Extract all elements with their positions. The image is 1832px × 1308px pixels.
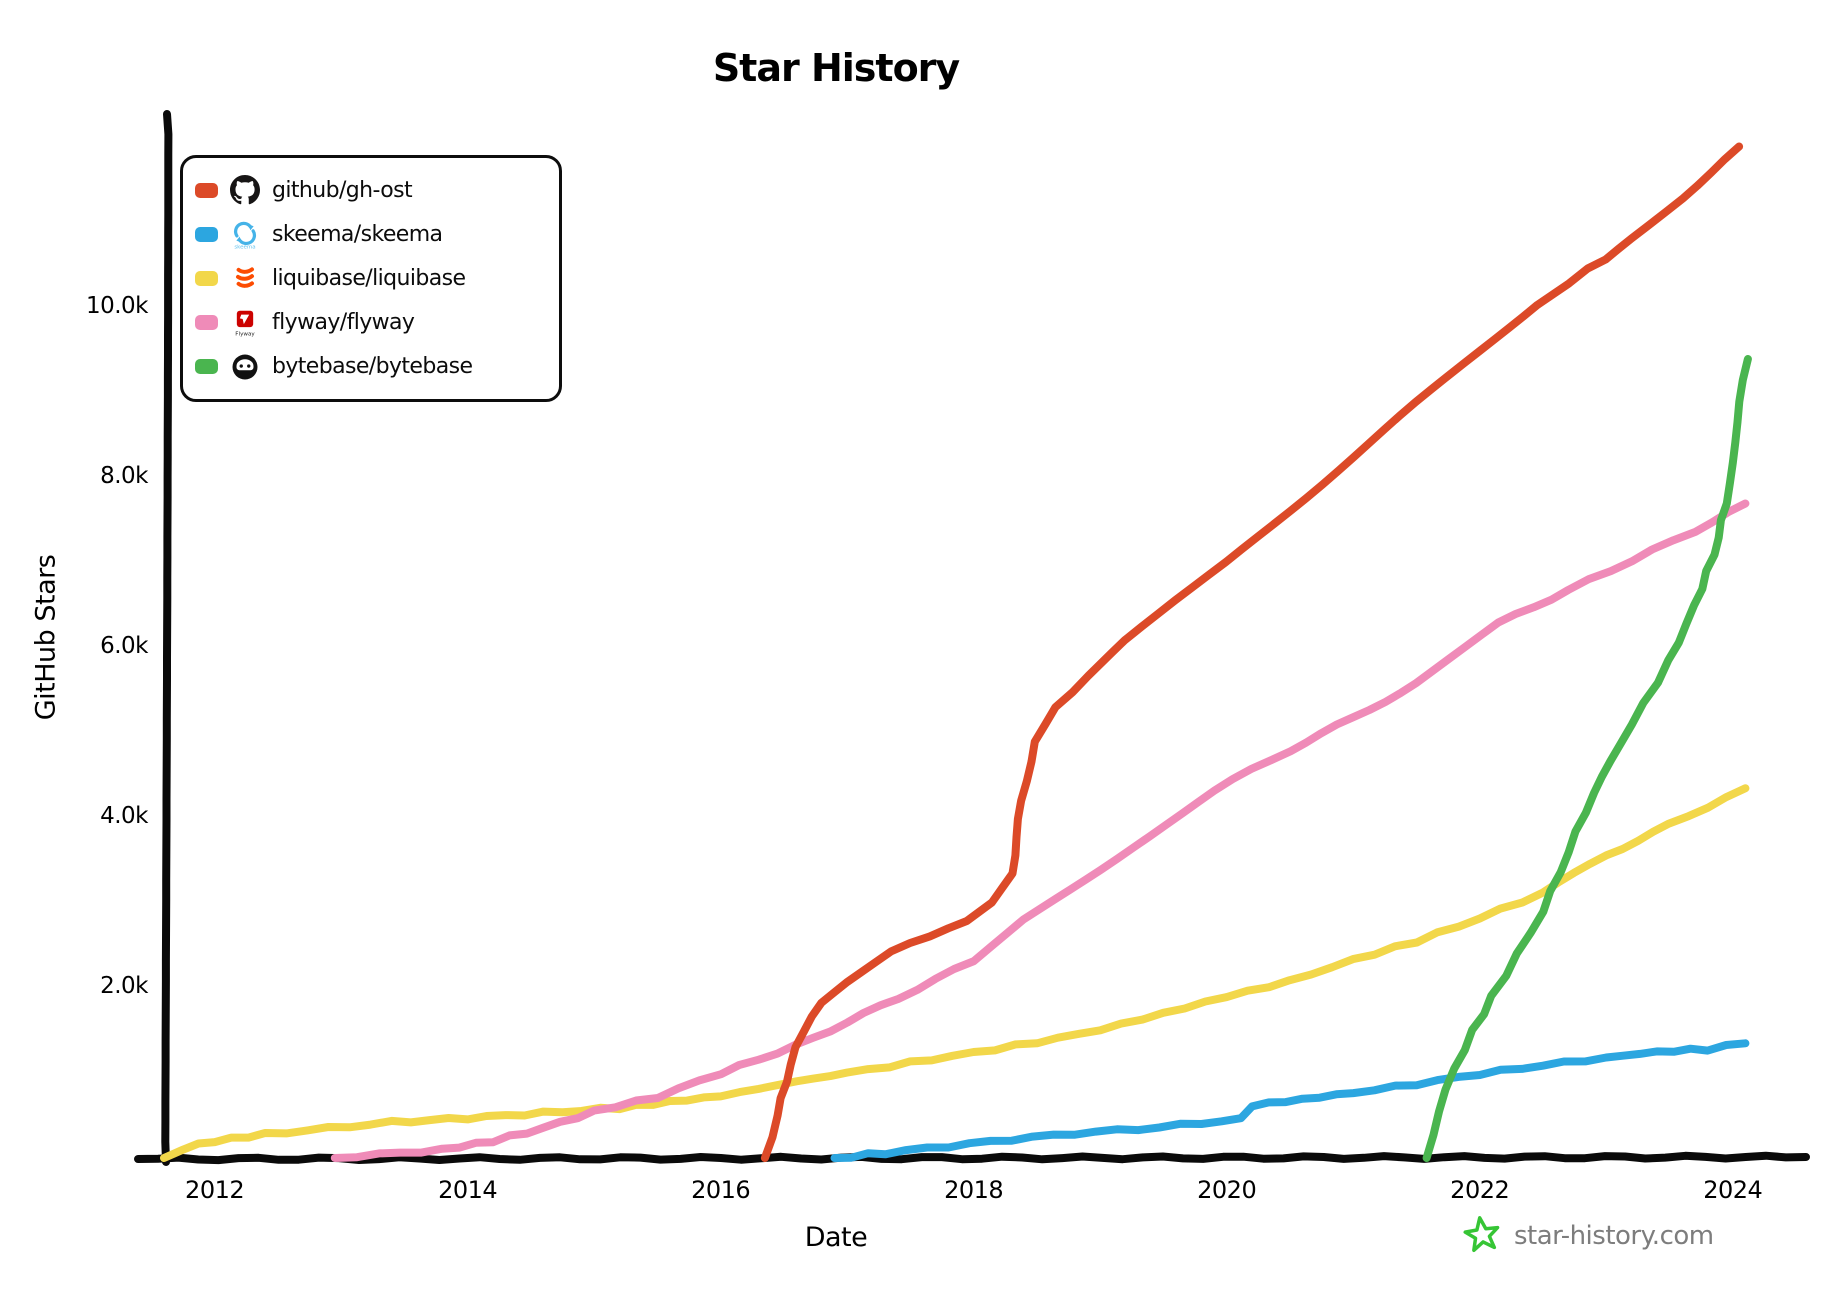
star-icon	[1462, 1214, 1502, 1258]
legend-swatch	[195, 359, 218, 375]
legend-item-skeema: skeema skeema/skeema	[195, 214, 551, 254]
legend-label: bytebase/bytebase	[272, 354, 473, 380]
legend-swatch	[195, 270, 218, 286]
legend-label: github/gh-ost	[272, 177, 413, 203]
svg-text:skeema: skeema	[234, 245, 255, 250]
chart-title: Star History	[712, 46, 960, 90]
watermark: star-history.com	[1462, 1208, 1802, 1264]
legend-label: flyway/flyway	[272, 310, 415, 336]
github-icon	[228, 173, 262, 207]
line-liquibase/liquibase	[160, 784, 1750, 1162]
x-axis-label: Date	[804, 1222, 868, 1253]
watermark-site[interactable]: star-history.com	[1514, 1221, 1714, 1251]
skeema-icon: skeema	[228, 217, 262, 251]
legend-item-bytebase: bytebase/bytebase	[195, 347, 551, 387]
legend-swatch	[195, 226, 218, 242]
liquibase-icon	[228, 261, 262, 295]
legend: github/gh-ost skeema skeema/skeema	[180, 155, 562, 402]
legend-swatch	[195, 315, 218, 331]
x-axis	[134, 1151, 1810, 1165]
line-bytebase/bytebase	[1422, 355, 1752, 1162]
bytebase-icon	[228, 350, 262, 384]
svg-text:Flyway: Flyway	[235, 331, 255, 337]
legend-item-liquibase: liquibase/liquibase	[195, 258, 551, 298]
legend-item-gh-ost: github/gh-ost	[195, 170, 551, 210]
legend-swatch	[195, 182, 218, 198]
flyway-icon: Flyway	[228, 306, 262, 340]
line-skeema/skeema	[830, 1039, 1750, 1162]
legend-label: skeema/skeema	[272, 221, 443, 247]
line-flyway/flyway	[330, 499, 1750, 1162]
line-github/gh-ost	[760, 142, 1744, 1162]
legend-label: liquibase/liquibase	[272, 265, 466, 291]
y-axis	[161, 110, 173, 1166]
legend-item-flyway: Flyway flyway/flyway	[195, 303, 551, 343]
y-axis-label: GitHub Stars	[30, 554, 62, 721]
